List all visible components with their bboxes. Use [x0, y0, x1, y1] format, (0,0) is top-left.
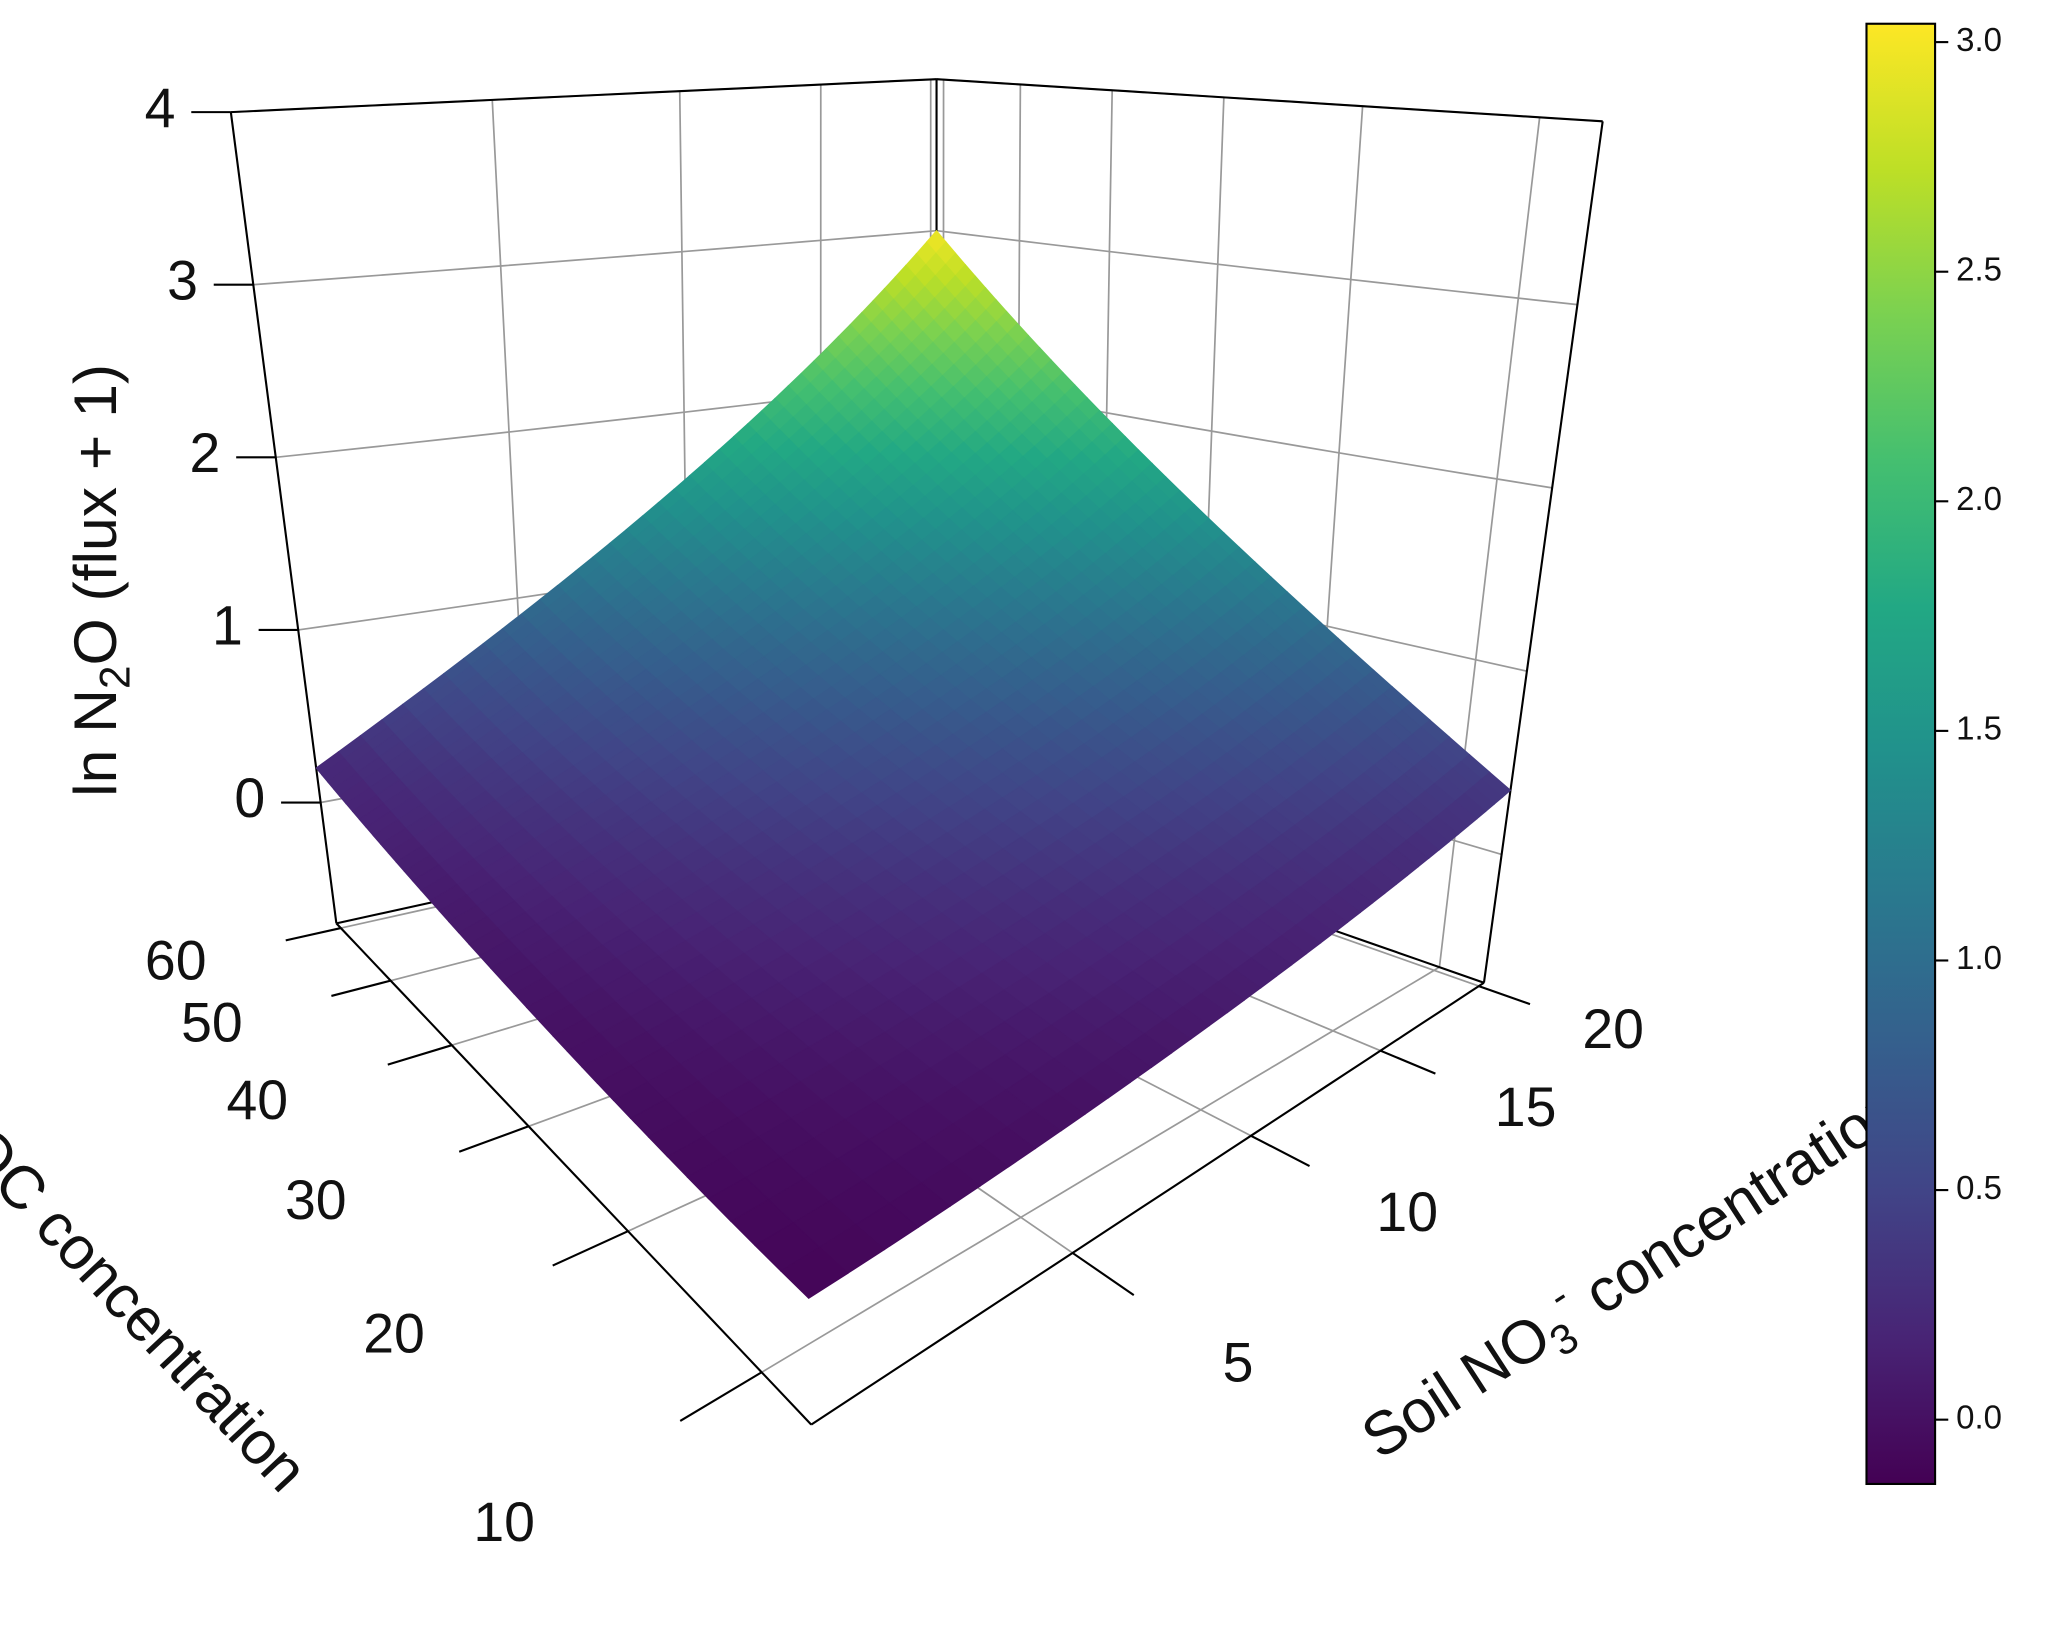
- x-tick-label: 20: [1582, 998, 1644, 1060]
- box-edge: [810, 981, 1485, 1426]
- z-tick-label: 1: [212, 595, 243, 657]
- colorbar-layer: 0.0 0.5 1.0 1.5 2.0 2.5 3.0: [1865, 21, 2002, 1486]
- y-tick: [679, 1371, 763, 1422]
- label-sup: -: [1539, 1272, 1576, 1319]
- colorbar-tick-label: 2.5: [1956, 250, 2002, 287]
- y-tick-label: 20: [363, 1303, 425, 1365]
- label-part: O (flux + 1): [61, 364, 129, 666]
- colorbar: [1865, 22, 1937, 1486]
- grid-line: [761, 966, 1440, 1374]
- y-tick-label: 30: [285, 1169, 347, 1231]
- box-edge: [1482, 121, 1604, 983]
- box-edge: [230, 78, 937, 114]
- colorbar-tick-label: 3.0: [1956, 21, 2002, 58]
- box-edge: [936, 78, 1603, 123]
- y-tick: [458, 1125, 529, 1153]
- z-tick-label: 3: [167, 249, 198, 311]
- colorbar-tick-label: 0.5: [1956, 1169, 2002, 1206]
- y-tick: [285, 927, 342, 942]
- colorbar-tick-label: 1.0: [1956, 939, 2002, 976]
- grid-line: [253, 229, 937, 286]
- surface-layer: [315, 229, 1512, 1299]
- y-tick: [552, 1230, 629, 1267]
- grid-line: [936, 229, 1578, 306]
- colorbar-tick-label: 1.5: [1956, 710, 2002, 747]
- x-axis-label: Soil NO3-concentration: [1345, 1064, 1920, 1479]
- box-edge: [229, 111, 338, 924]
- z-tick-label: 0: [234, 767, 265, 829]
- z-tick-label: 2: [190, 422, 221, 484]
- x-tick-label: 5: [1223, 1332, 1254, 1394]
- x-tick: [1250, 1134, 1311, 1167]
- x-tick: [1071, 1252, 1135, 1296]
- y-tick-label: 10: [473, 1491, 535, 1553]
- y-tick-label: 60: [145, 930, 207, 992]
- y-axis-label: Soil WEOC concentration: [0, 955, 321, 1504]
- grid-line: [1438, 117, 1541, 968]
- z-axis-label: ln N2O (flux + 1): [61, 364, 138, 797]
- x-tick: [1380, 1049, 1436, 1075]
- x-tick-label: 15: [1495, 1076, 1557, 1138]
- y-tick-label: 50: [181, 991, 243, 1053]
- y-tick: [331, 979, 391, 997]
- box-edge: [335, 922, 813, 1426]
- label-part: concentration: [1572, 1072, 1914, 1327]
- surface-patch: [780, 1246, 849, 1299]
- z-tick-label: 4: [145, 77, 176, 139]
- label-sub: 2: [91, 666, 138, 689]
- colorbar-tick-label: 0.0: [1956, 1398, 2002, 1435]
- label-part: ln N: [61, 689, 129, 797]
- y-tick: [387, 1044, 453, 1066]
- y-tick-label: 40: [227, 1069, 289, 1131]
- colorbar-tick-label: 2.0: [1956, 480, 2002, 517]
- x-tick-label: 10: [1376, 1181, 1438, 1243]
- x-tick: [1478, 985, 1531, 1006]
- label-part: Soil NO: [1350, 1301, 1562, 1472]
